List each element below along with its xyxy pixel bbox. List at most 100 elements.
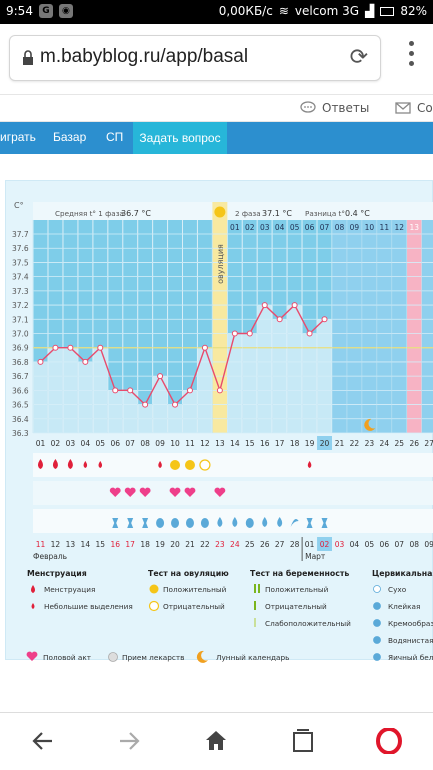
day-number: 25 — [395, 439, 405, 448]
y-tick-label: 37.2 — [12, 301, 29, 310]
y-tick-label: 36.9 — [12, 344, 29, 353]
diff-value: 0.4 °C — [345, 209, 370, 218]
messages-link[interactable]: Со — [395, 101, 433, 115]
calendar-date: 26 — [260, 540, 270, 549]
legend-cervical-icon — [373, 653, 381, 661]
address-bar[interactable]: m.babyblog.ru/app/basal ⟳ — [9, 35, 381, 81]
calendar-date: 06 — [380, 540, 390, 549]
signal-icon: ▟ — [365, 4, 375, 18]
nav-item-bazar[interactable]: Базар — [53, 130, 87, 144]
temperature-bar — [242, 333, 257, 433]
heart-icon — [214, 487, 226, 497]
calendar-date: 21 — [185, 540, 195, 549]
top-day-number: 05 — [290, 223, 300, 232]
day-number: 19 — [305, 439, 315, 448]
tabs-icon[interactable] — [292, 727, 314, 753]
temperature-point — [186, 387, 193, 394]
day-column — [391, 220, 407, 433]
day-column — [361, 220, 377, 433]
nav-item-play[interactable]: играть — [0, 130, 36, 144]
y-tick-label: 37.6 — [12, 244, 29, 253]
legend-moon-icon — [196, 650, 208, 663]
legend-item-label: Половой акт — [43, 653, 92, 662]
phase1-value: 36.7 °C — [121, 209, 151, 218]
temperature-point — [127, 387, 134, 394]
reload-icon[interactable]: ⟳ — [349, 45, 368, 70]
header-band — [33, 202, 433, 220]
sky-bar — [317, 220, 332, 320]
top-day-number: 07 — [320, 223, 330, 232]
answers-link[interactable]: Ответы — [300, 101, 369, 115]
day-number: 14 — [230, 439, 240, 448]
day-number: 13 — [215, 439, 225, 448]
current-day-highlight — [317, 436, 332, 450]
legend-item-label: Клейкая — [388, 602, 420, 611]
legend-item-label: Прием лекарств — [122, 653, 184, 662]
y-tick-label: 37.3 — [12, 287, 29, 296]
ovulation-label: овуляция — [216, 244, 225, 284]
phase1-label: Средняя t° 1 фаза — [55, 209, 124, 218]
legend-item-label: Лунный календарь — [216, 653, 289, 662]
month-label: Март — [305, 552, 326, 561]
day-number: 27 — [424, 439, 433, 448]
y-tick-label: 36.5 — [12, 401, 29, 410]
sky-bar — [197, 220, 212, 348]
ask-question-button[interactable]: Задать вопрос — [133, 122, 227, 154]
y-tick-label: 37.1 — [12, 315, 29, 324]
top-day-number: 09 — [350, 223, 360, 232]
sky-bar — [138, 220, 153, 405]
sun-icon — [214, 206, 226, 218]
status-carrier: velcom 3G — [294, 4, 360, 18]
calendar-date: 11 — [36, 540, 46, 549]
legend-item-label: Слабоположительный — [265, 619, 351, 628]
temperature-bar — [302, 333, 317, 433]
calendar-date: 19 — [155, 540, 165, 549]
temperature-point — [52, 344, 59, 351]
forward-icon[interactable] — [118, 731, 140, 751]
cervical-egg-white-icon — [171, 518, 180, 528]
legend-item-label: Кремообраз — [388, 619, 433, 628]
home-icon[interactable] — [204, 729, 228, 751]
temperature-bar — [287, 305, 302, 433]
menstruation-drop-icon — [37, 459, 43, 469]
day-number: 12 — [200, 439, 210, 448]
menstruation-drop-icon — [67, 459, 73, 469]
temperature-point — [276, 316, 283, 323]
url-text[interactable]: m.babyblog.ru/app/basal — [40, 46, 249, 67]
back-icon[interactable] — [32, 731, 54, 751]
temperature-bar — [123, 390, 138, 433]
temperature-point — [157, 373, 164, 380]
calendar-date: 18 — [140, 540, 150, 549]
temperature-point — [172, 401, 179, 408]
cervical-egg-white-icon — [200, 518, 209, 528]
opera-icon[interactable] — [376, 728, 402, 754]
top-day-number: 10 — [365, 223, 375, 232]
day-number: 05 — [96, 439, 106, 448]
legend-item-label: Отрицательный — [163, 602, 225, 611]
content-area: 37.7 37.6 37.5 37.4 37.3 37.2 37.1 37.0 36.9 36.8… — [0, 154, 433, 700]
legend-item-label: Яичный бел — [388, 653, 433, 662]
temperature-point — [246, 330, 253, 337]
nav-item-sp[interactable]: СП — [106, 130, 124, 144]
sky-bar — [272, 220, 287, 320]
y-tick-label: 36.3 — [12, 429, 29, 438]
top-day-number: 12 — [395, 223, 405, 232]
cervical-watery-icon — [262, 517, 268, 527]
legend-item-label: Небольшие выделения — [44, 602, 133, 611]
day-number: 15 — [245, 439, 255, 448]
legend-cervical-icon — [373, 636, 381, 644]
mail-icon — [395, 102, 411, 114]
moon-icon — [364, 418, 376, 431]
legend-pregnancy-test-icon — [258, 584, 260, 593]
calendar-date: 03 — [335, 540, 345, 549]
chrome-icon: ◉ — [58, 4, 73, 18]
status-time: 9:54 — [6, 4, 33, 18]
day-column — [406, 220, 422, 433]
cervical-creamy-icon — [290, 519, 299, 527]
legend-item-label: Положительный — [265, 585, 329, 594]
legend-ovulation-negative-icon — [148, 600, 160, 612]
calendar-date: 17 — [125, 540, 135, 549]
y-tick-label: 36.6 — [12, 386, 29, 395]
menu-dots-icon[interactable] — [409, 41, 415, 71]
cervical-egg-white-icon — [185, 518, 194, 528]
